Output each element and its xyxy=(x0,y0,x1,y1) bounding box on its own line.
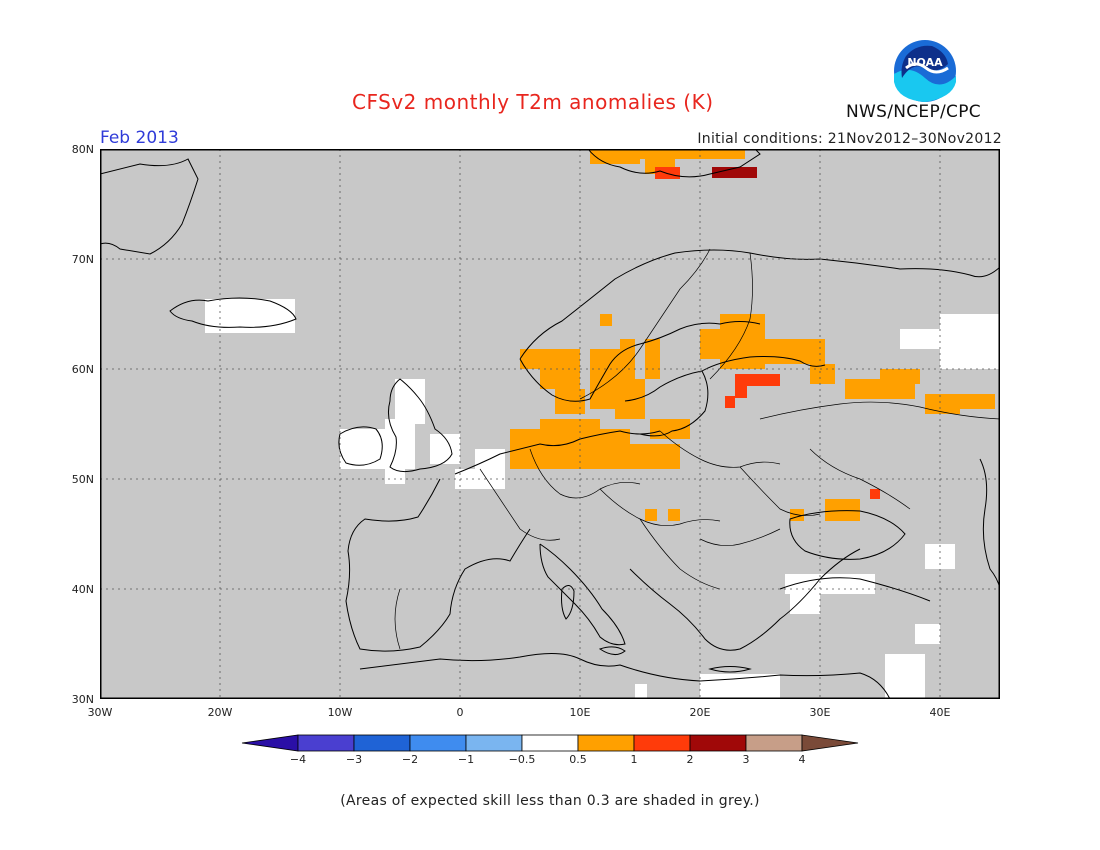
lon-label-0: 0 xyxy=(456,706,464,719)
lon-label-10w: 10W xyxy=(327,706,353,719)
colorbar-tick-label: −1 xyxy=(457,753,475,766)
colorbar-segment xyxy=(689,734,747,752)
colorbar-segment xyxy=(409,734,467,752)
colorbar-tick-label: 0.5 xyxy=(569,753,587,766)
lat-label-30n: 30N xyxy=(71,693,94,706)
strong-anomaly-cells xyxy=(655,167,880,499)
neutral-cells xyxy=(205,299,1000,699)
colorbar xyxy=(241,734,859,752)
positive-anomaly-cells xyxy=(510,149,995,521)
colorbar-tick-label: −3 xyxy=(345,753,363,766)
colorbar-segment xyxy=(465,734,523,752)
forecast-month: Feb 2013 xyxy=(100,128,179,148)
skill-note: (Areas of expected skill less than 0.3 a… xyxy=(340,793,760,809)
lon-label-30e: 30E xyxy=(809,706,831,719)
agency-label: NWS/NCEP/CPC xyxy=(846,102,981,122)
lon-label-10e: 10E xyxy=(569,706,591,719)
initial-conditions: Initial conditions: 21Nov2012–30Nov2012 xyxy=(697,131,1002,147)
lon-label-30w: 30W xyxy=(87,706,113,719)
colorbar-segment xyxy=(353,734,411,752)
lat-label-40n: 40N xyxy=(71,583,94,596)
colorbar-segment xyxy=(745,734,803,752)
colorbar-tick-label: −4 xyxy=(289,753,307,766)
colorbar-tick-label: −0.5 xyxy=(508,753,536,766)
map-title: CFSv2 monthly T2m anomalies (K) xyxy=(352,90,714,114)
colorbar-segment xyxy=(297,734,355,752)
colorbar-tick-label: 4 xyxy=(798,753,806,766)
lon-label-20e: 20E xyxy=(689,706,711,719)
lon-label-40e: 40E xyxy=(929,706,951,719)
anomaly-map xyxy=(100,149,1000,699)
colorbar-tick-label: −2 xyxy=(401,753,419,766)
very-strong-anomaly-cells xyxy=(712,167,757,178)
lat-label-70n: 70N xyxy=(71,253,94,266)
colorbar-tick-label: 1 xyxy=(630,753,638,766)
country-borders xyxy=(394,248,1000,650)
lat-label-50n: 50N xyxy=(71,473,94,486)
colorbar-segment xyxy=(633,734,691,752)
colorbar-tick-label: 2 xyxy=(686,753,694,766)
colorbar-segment xyxy=(521,734,579,752)
colorbar-segment xyxy=(577,734,635,752)
noaa-logo-icon: NOAA xyxy=(894,40,956,102)
colorbar-tick-label: 3 xyxy=(742,753,750,766)
lon-label-20w: 20W xyxy=(207,706,233,719)
colorbar-arrow-high xyxy=(801,734,859,752)
gridlines xyxy=(100,149,1000,699)
colorbar-arrow-low xyxy=(241,734,299,752)
lat-label-60n: 60N xyxy=(71,363,94,376)
noaa-logo-text: NOAA xyxy=(907,56,943,69)
lat-label-80n: 80N xyxy=(71,143,94,156)
map-frame xyxy=(100,149,1000,699)
